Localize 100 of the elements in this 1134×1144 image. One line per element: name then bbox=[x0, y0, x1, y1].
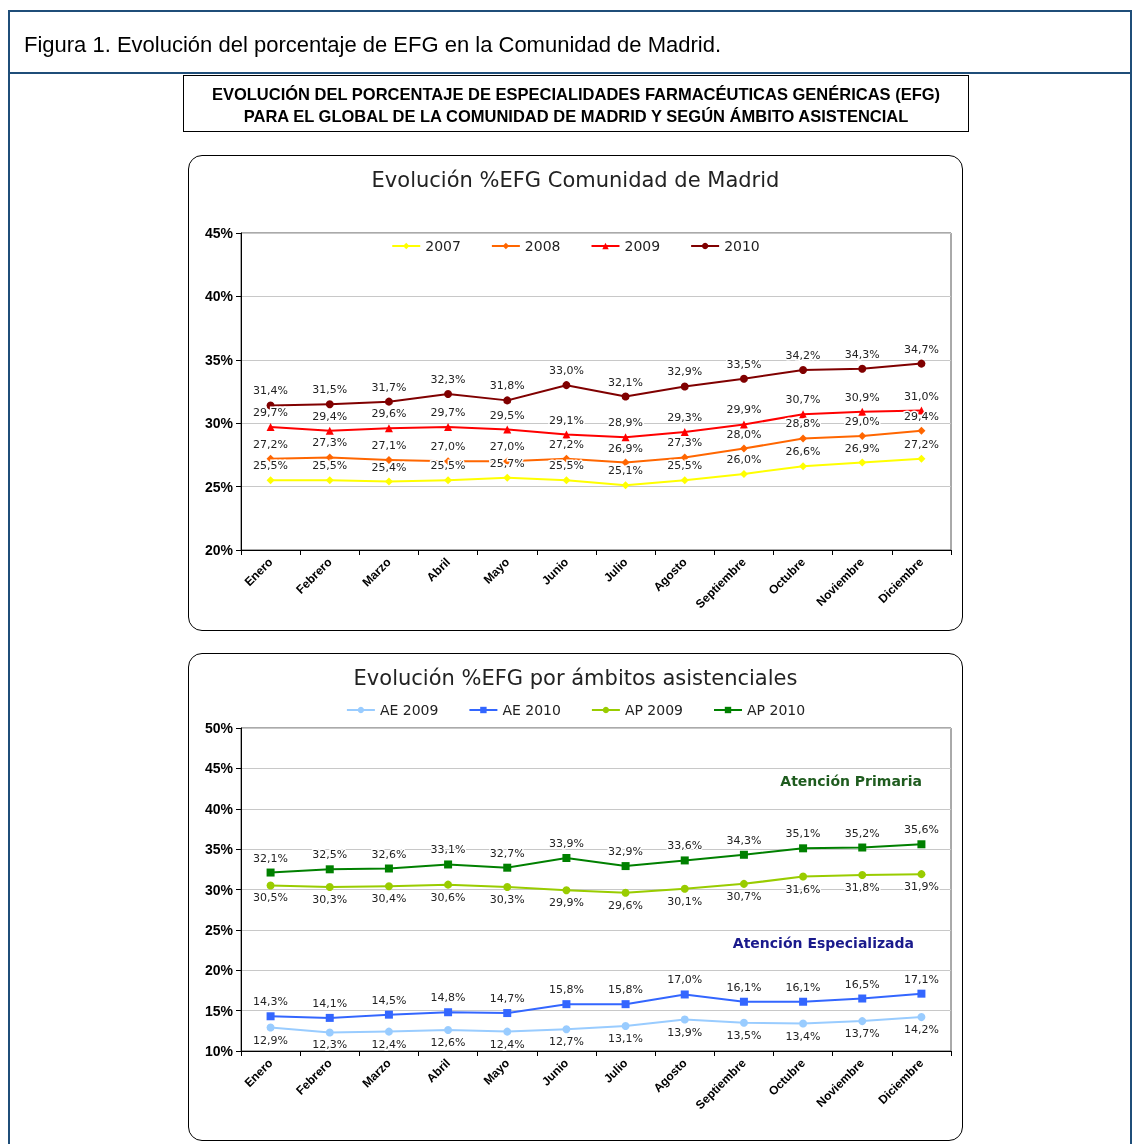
point bbox=[503, 396, 512, 405]
data-label: 32,5% bbox=[312, 848, 348, 862]
data-label: 34,3% bbox=[844, 347, 880, 361]
data-label: 34,7% bbox=[903, 342, 939, 356]
data-label: 15,8% bbox=[608, 983, 644, 997]
point bbox=[503, 1027, 512, 1036]
data-label: 16,1% bbox=[726, 980, 762, 994]
point bbox=[858, 364, 867, 373]
point bbox=[444, 1008, 453, 1017]
data-label: 25,5% bbox=[548, 459, 584, 473]
data-label: 14,8% bbox=[430, 991, 466, 1005]
data-label: 17,1% bbox=[903, 972, 939, 986]
data-label: 28,0% bbox=[726, 427, 762, 441]
point bbox=[444, 476, 453, 485]
data-label: 35,2% bbox=[844, 826, 880, 840]
y-tick-label: 35% bbox=[204, 841, 234, 858]
data-label: 14,3% bbox=[253, 995, 289, 1009]
data-label: 30,9% bbox=[844, 390, 880, 404]
data-label: 27,3% bbox=[312, 436, 348, 450]
point bbox=[917, 989, 926, 998]
y-tick-label: 45% bbox=[204, 225, 234, 241]
data-label: 25,4% bbox=[371, 460, 407, 474]
point bbox=[325, 1013, 334, 1022]
y-tick-label: 40% bbox=[204, 800, 234, 817]
point bbox=[621, 862, 630, 871]
data-label: 29,4% bbox=[312, 409, 348, 423]
point bbox=[444, 880, 453, 889]
point bbox=[325, 400, 334, 409]
point bbox=[384, 477, 393, 486]
point bbox=[562, 381, 571, 390]
point bbox=[858, 870, 867, 879]
text: EVOLUCIÓN DEL PORCENTAJE DE ESPECIALIDADES FARMACÉUTICAS GENÉRICAS (EFG) PARA EL GLOBAL DE LA COMUNIDAD DE MADRID Y SEGÚN ÁMBITO ASISTENCIAL bbox=[183, 75, 969, 132]
data-label: 13,7% bbox=[844, 1027, 880, 1041]
data-label: 28,8% bbox=[785, 417, 821, 431]
data-label: 25,5% bbox=[430, 459, 466, 473]
data-label: 31,8% bbox=[844, 880, 880, 894]
point bbox=[266, 423, 275, 431]
point bbox=[503, 1009, 512, 1018]
point bbox=[444, 860, 453, 869]
data-label: 13,9% bbox=[667, 1025, 703, 1039]
data-label: 25,5% bbox=[312, 459, 348, 473]
point bbox=[621, 888, 630, 897]
point bbox=[739, 374, 748, 383]
data-label: 27,2% bbox=[548, 437, 584, 451]
data-label: 30,6% bbox=[430, 890, 466, 904]
y-tick-label: 30% bbox=[204, 415, 234, 432]
data-label: 31,7% bbox=[371, 380, 407, 394]
data-label: 30,4% bbox=[371, 892, 407, 906]
annotation: Atención Especializada bbox=[732, 935, 915, 951]
point bbox=[680, 856, 689, 865]
legend-label: AP 2009 bbox=[624, 702, 684, 718]
data-label: 32,6% bbox=[371, 847, 407, 861]
point bbox=[384, 864, 393, 873]
point bbox=[562, 854, 571, 863]
point bbox=[680, 884, 689, 893]
data-label: 31,4% bbox=[253, 384, 289, 398]
data-label: 16,1% bbox=[785, 980, 821, 994]
point bbox=[739, 444, 748, 453]
data-label: 27,2% bbox=[253, 437, 289, 451]
y-tick-label: 25% bbox=[204, 478, 234, 495]
data-label: 32,1% bbox=[608, 375, 644, 389]
data-label: 12,4% bbox=[489, 1037, 525, 1051]
point bbox=[325, 476, 334, 485]
point bbox=[858, 458, 867, 467]
data-label: 35,1% bbox=[785, 827, 821, 841]
data-label: 34,2% bbox=[785, 348, 821, 362]
point bbox=[917, 426, 926, 435]
data-label: 27,3% bbox=[667, 436, 703, 450]
legend-label: 2009 bbox=[624, 238, 661, 254]
y-tick-label: 15% bbox=[204, 1002, 234, 1019]
data-label: 29,4% bbox=[903, 409, 939, 423]
legend-label: 2008 bbox=[524, 238, 561, 254]
y-tick-label: 35% bbox=[204, 351, 234, 368]
point bbox=[444, 423, 453, 431]
data-label: 32,9% bbox=[608, 845, 644, 859]
point bbox=[739, 879, 748, 888]
data-label: 31,9% bbox=[903, 880, 939, 894]
point bbox=[562, 430, 571, 439]
point bbox=[858, 994, 867, 1003]
chart-title: Evolución %EFG Comunidad de Madrid bbox=[371, 167, 780, 192]
point bbox=[266, 868, 275, 877]
point bbox=[799, 997, 808, 1006]
data-label: 32,9% bbox=[667, 365, 703, 379]
legend-label: AE 2010 bbox=[502, 702, 561, 718]
data-label: 33,0% bbox=[548, 364, 584, 378]
data-label: 15,8% bbox=[548, 983, 584, 997]
data-label: 33,1% bbox=[430, 843, 466, 857]
data-label: 34,3% bbox=[726, 833, 762, 847]
data-label: 30,3% bbox=[312, 893, 348, 907]
data-label: 29,9% bbox=[548, 896, 584, 910]
data-label: 29,6% bbox=[608, 898, 644, 912]
y-tick-label: 40% bbox=[204, 288, 234, 305]
data-label: 25,1% bbox=[608, 464, 644, 478]
data-label: 26,6% bbox=[785, 445, 821, 459]
data-label: 32,3% bbox=[430, 373, 466, 387]
data-label: 26,9% bbox=[608, 441, 644, 455]
point bbox=[799, 365, 808, 374]
data-label: 29,1% bbox=[548, 413, 584, 427]
data-label: 33,9% bbox=[548, 837, 584, 851]
data-label: 31,6% bbox=[785, 882, 821, 896]
